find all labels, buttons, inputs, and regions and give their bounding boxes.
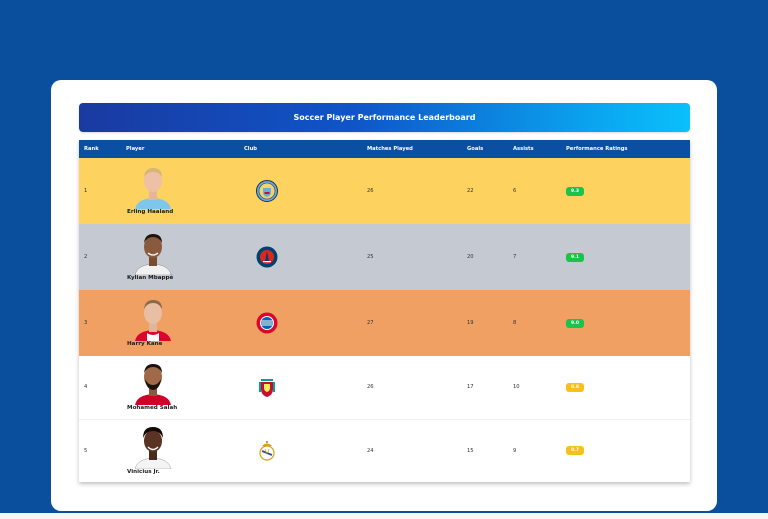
matches-cell: 26 <box>367 188 374 194</box>
rank-cell: 5 <box>84 447 88 454</box>
rating-badge: 8.8 <box>566 382 584 392</box>
club-cell <box>239 158 362 224</box>
goals-cell: 17 <box>462 356 508 420</box>
assists-cell: 7 <box>513 254 517 260</box>
player-photo-avatar <box>134 234 172 275</box>
manchester-city-crest-icon <box>256 180 278 202</box>
player-photo-avatar <box>135 300 171 341</box>
column-header-club[interactable]: Club <box>244 146 257 152</box>
assists-cell: 10 <box>508 356 561 420</box>
player-name[interactable]: Harry Kane <box>127 341 163 347</box>
club-cell <box>239 290 362 356</box>
liverpool-crest-icon <box>259 379 275 398</box>
rating-cell: 8.7 <box>561 419 690 482</box>
club-cell <box>239 224 362 290</box>
player-name[interactable]: Kylian Mbappé <box>127 275 174 281</box>
rating-badge: 9.0 <box>566 318 584 328</box>
column-header-rating[interactable]: Performance Ratings <box>566 146 628 152</box>
rank-cell: 4 <box>79 356 121 420</box>
table-row[interactable]: 4 Mohamed Salah <box>79 356 690 420</box>
matches-cell: 25 <box>367 254 374 260</box>
player-cell: Vinicius Jr. <box>121 419 239 482</box>
leaderboard-title: Soccer Player Performance Leaderboard <box>79 103 690 132</box>
table-header-row: Rank Player Club Matches Played Goals As… <box>79 140 690 158</box>
player-photo-avatar <box>135 364 171 406</box>
rank-cell: 2 <box>84 254 88 260</box>
table-row[interactable]: 1 Erling Haaland <box>79 158 690 224</box>
matches-cell: 24 <box>367 447 374 454</box>
assists-cell: 6 <box>513 188 517 194</box>
player-name[interactable]: Vinicius Jr. <box>127 468 160 475</box>
club-cell <box>239 356 362 420</box>
rank-cell: 1 <box>84 188 88 194</box>
matches-cell: 27 <box>367 320 374 326</box>
rating-cell: 8.8 <box>561 356 690 420</box>
assists-cell: 9 <box>513 447 517 454</box>
player-name[interactable]: Erling Haaland <box>127 209 174 215</box>
column-header-matches[interactable]: Matches Played <box>367 146 413 152</box>
club-cell <box>239 419 362 482</box>
rating-cell: 9.3 <box>561 158 690 224</box>
column-header-assists[interactable]: Assists <box>513 146 534 152</box>
leaderboard: Soccer Player Performance Leaderboard Ra… <box>79 103 690 482</box>
player-name[interactable]: Mohamed Salah <box>127 405 178 412</box>
table-row[interactable]: 5 Vinicius Jr. <box>79 419 690 482</box>
table-row[interactable]: 3 Harry Kane <box>79 290 690 356</box>
leaderboard-table: Rank Player Club Matches Played Goals As… <box>79 140 690 482</box>
player-cell: Harry Kane <box>121 290 239 356</box>
matches-cell: 26 <box>362 356 462 420</box>
goals-cell: 22 <box>467 188 474 194</box>
player-cell: Kylian Mbappé <box>121 224 239 290</box>
leaderboard-card: Soccer Player Performance Leaderboard Ra… <box>51 80 717 511</box>
rating-badge: 8.7 <box>566 446 584 456</box>
table-row[interactable]: 2 Kylian Mbappé <box>79 224 690 290</box>
bottom-strip <box>0 513 768 519</box>
goals-cell: 15 <box>467 447 474 454</box>
rating-badge: 9.1 <box>566 252 584 262</box>
column-header-goals[interactable]: Goals <box>467 146 484 152</box>
rank-cell: 3 <box>84 320 88 326</box>
player-cell: Erling Haaland <box>121 158 239 224</box>
bayern-munich-crest-icon <box>256 312 278 334</box>
goals-cell: 19 <box>467 320 474 326</box>
player-photo-avatar <box>134 426 172 469</box>
rating-cell: 9.1 <box>561 224 690 290</box>
leaderboard-table-wrap: Rank Player Club Matches Played Goals As… <box>79 140 690 482</box>
column-header-player[interactable]: Player <box>126 146 145 152</box>
real-madrid-crest-icon <box>259 440 275 461</box>
column-header-rank[interactable]: Rank <box>84 146 99 152</box>
player-cell: Mohamed Salah <box>121 356 239 420</box>
rating-cell: 9.0 <box>561 290 690 356</box>
assists-cell: 8 <box>513 320 517 326</box>
rating-badge: 9.3 <box>566 186 584 196</box>
goals-cell: 20 <box>467 254 474 260</box>
psg-crest-icon <box>256 246 278 268</box>
player-photo-avatar <box>135 168 171 209</box>
